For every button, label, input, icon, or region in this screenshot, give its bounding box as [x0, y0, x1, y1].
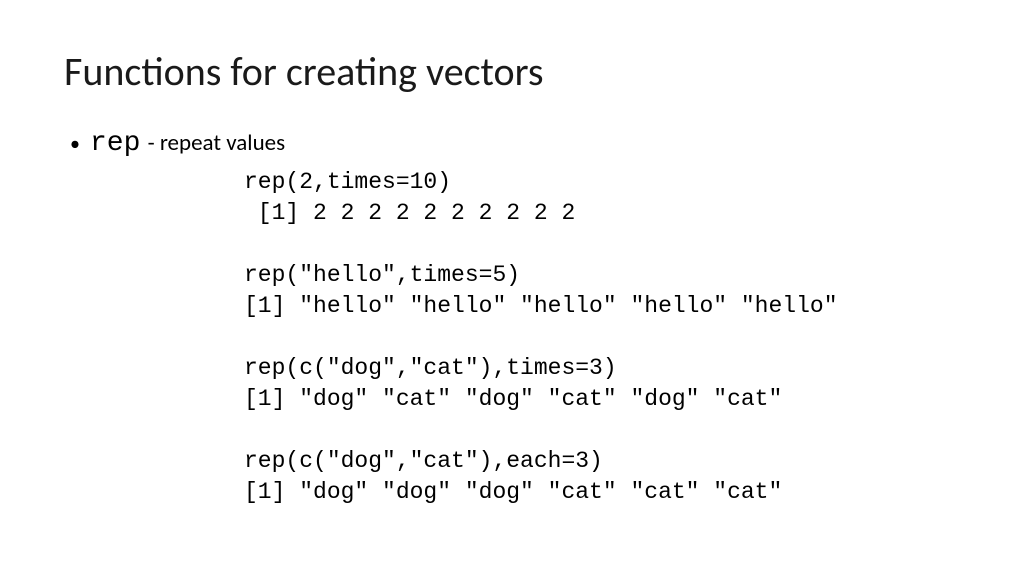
- code-block: rep(2,times=10) [1] 2 2 2 2 2 2 2 2 2 2 …: [244, 167, 960, 509]
- slide-title: Functions for creating vectors: [64, 48, 960, 96]
- bullet-code-term: rep: [90, 128, 140, 159]
- bullet-description: - repeat values: [142, 129, 285, 157]
- bullet-marker: •: [70, 134, 80, 154]
- bullet-item: • rep - repeat values: [70, 128, 960, 159]
- slide-container: Functions for creating vectors • rep - r…: [0, 0, 1024, 576]
